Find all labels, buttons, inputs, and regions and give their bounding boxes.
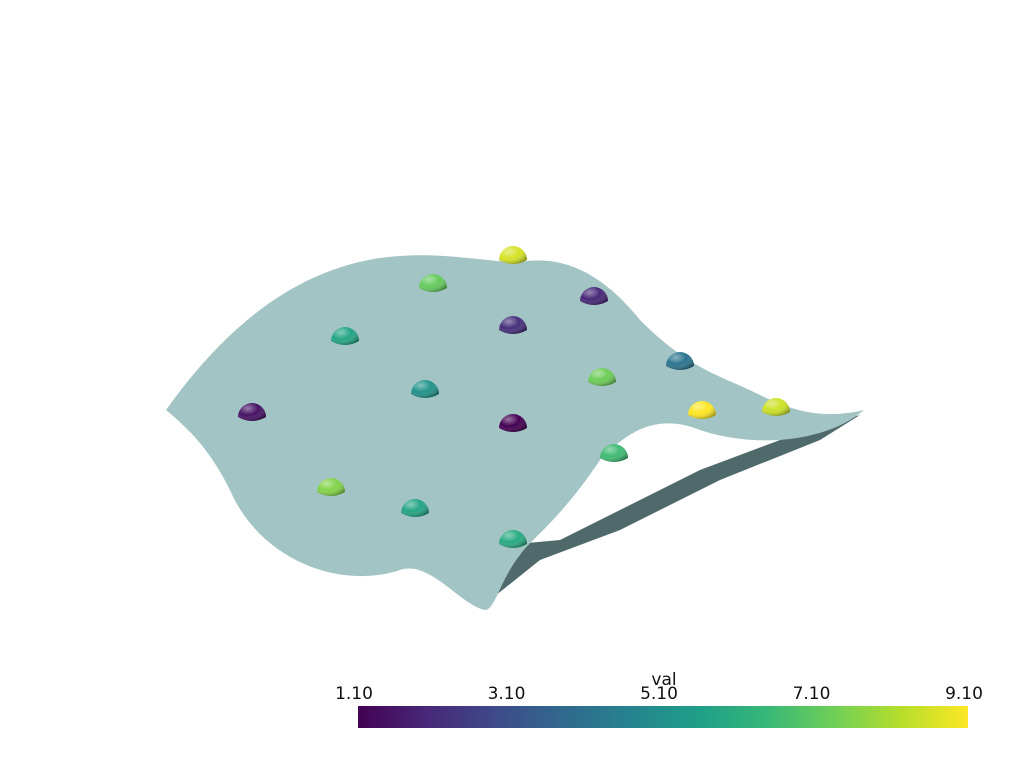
- colorbar-tick-label: 9.10: [945, 684, 983, 704]
- colorbar-title: val: [651, 670, 676, 690]
- point: [499, 316, 527, 334]
- point: [600, 444, 628, 462]
- point: [588, 368, 616, 386]
- point: [688, 401, 716, 419]
- colorbar-tick-label: 5.10: [640, 684, 678, 704]
- point: [580, 287, 608, 305]
- point: [238, 403, 266, 421]
- colorbar-tick-label: 1.10: [335, 684, 373, 704]
- colorbar-tick-label: 3.10: [488, 684, 526, 704]
- point: [499, 530, 527, 548]
- point: [401, 499, 429, 517]
- colorbar-tick-label: 7.10: [793, 684, 831, 704]
- points: [238, 246, 790, 548]
- colorbar-gradient: [358, 706, 968, 728]
- point: [499, 414, 527, 432]
- point: [499, 246, 527, 264]
- point: [419, 274, 447, 292]
- point: [331, 327, 359, 345]
- point: [317, 478, 345, 496]
- point: [411, 380, 439, 398]
- surface: [166, 255, 864, 610]
- colorbar: 1.10 3.10 5.10 7.10 9.10: [335, 684, 983, 728]
- point: [666, 352, 694, 370]
- surface-shadow: [490, 415, 860, 600]
- point: [762, 398, 790, 416]
